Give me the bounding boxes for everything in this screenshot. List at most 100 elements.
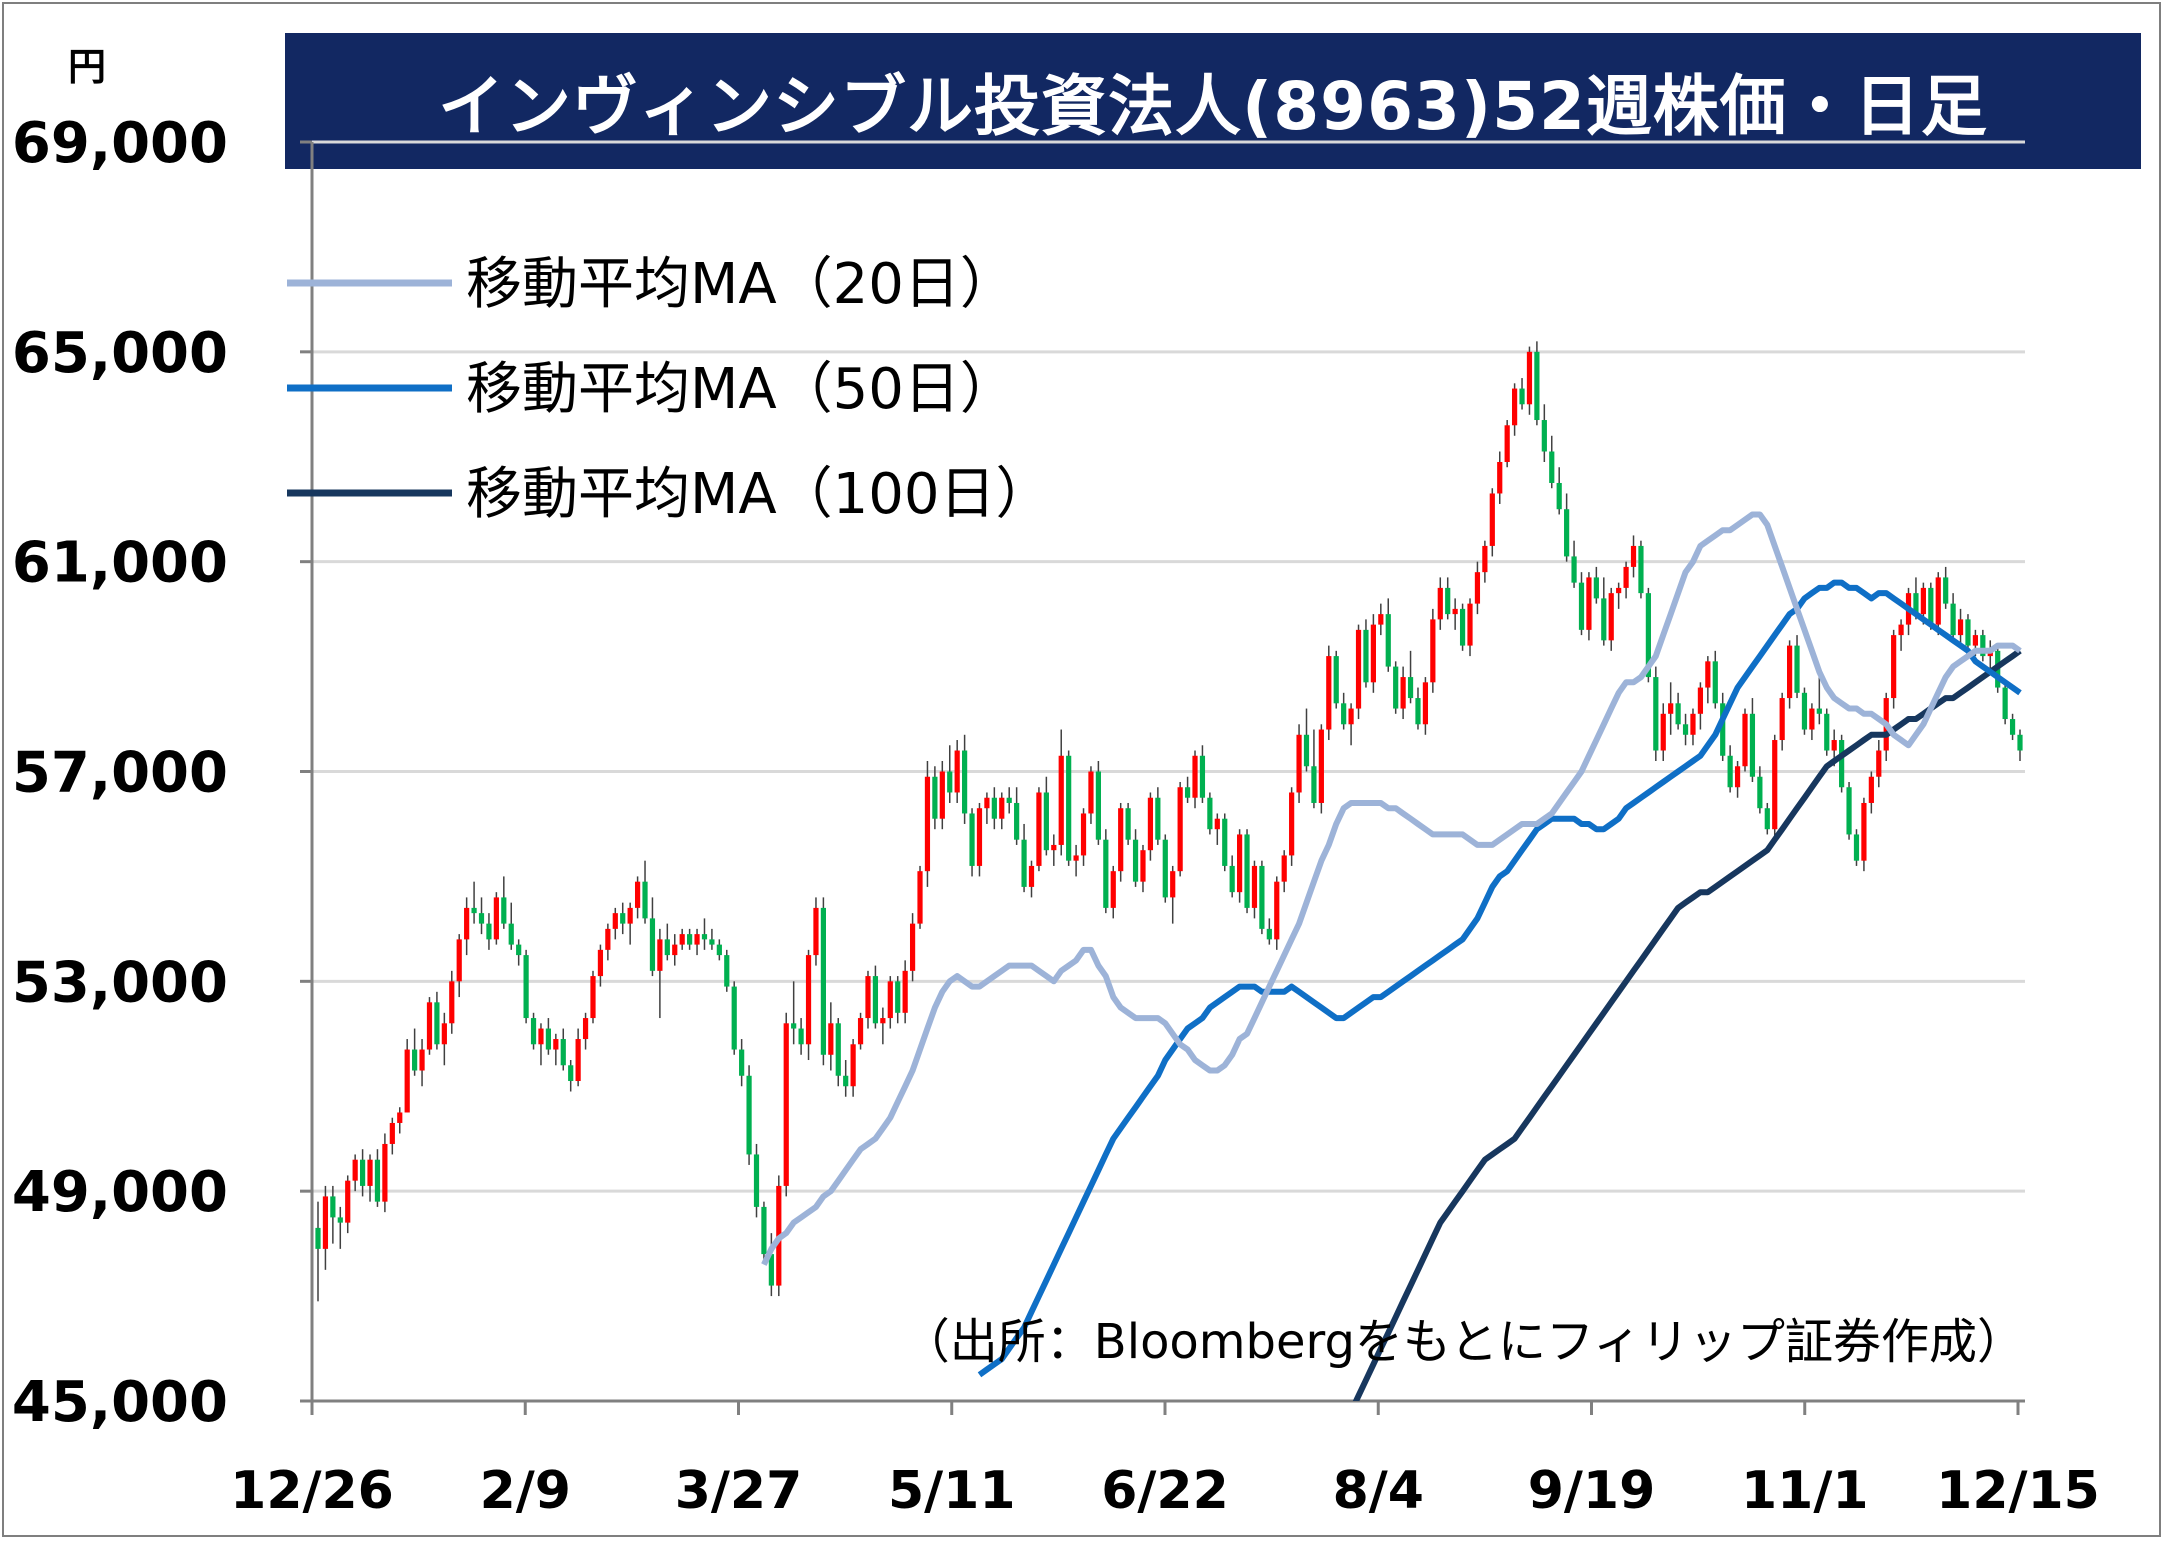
candle-down [1794,645,1800,693]
candle-up [1080,813,1087,856]
candle-down [1839,740,1845,788]
candle-down [1363,629,1369,683]
candle-down [560,1039,566,1066]
candle-down [1913,593,1919,615]
candle-down [1571,556,1577,583]
candle-up [1318,729,1324,803]
candle-up [902,970,908,1013]
candle-up [582,1018,589,1040]
candle-down [1720,703,1726,756]
candle-up [1957,619,1964,636]
source-note: （出所：Bloombergをもとにフィリップ証券作成） [902,1314,2025,1370]
candle-up [939,771,945,819]
candle-down [530,1018,537,1045]
candle-down [359,1159,366,1186]
candle-up [1868,776,1874,803]
candle-up [397,1112,403,1123]
candle-up [1400,677,1406,709]
candle-up [1616,587,1622,594]
y-unit-label: 円 [68,45,106,89]
candle-up [1668,703,1674,714]
candle-up [352,1159,358,1181]
legend-label-ma50: 移動平均MA（50日） [466,357,1016,422]
candle-down [434,1002,440,1045]
candle-down [315,1227,321,1249]
candle-up [1630,545,1637,567]
candle-up [1140,850,1146,882]
candle-down [1712,661,1718,704]
candle-down [739,1049,745,1076]
candle-up [1497,461,1503,494]
y-tick-labels: 45,000 49,000 53,000 57,000 61,000 65,000 69,0… [12,111,228,1435]
candle-down [516,944,522,956]
x-tick-label: 12/15 [1936,1461,2100,1521]
ma-line-ma100 [1352,648,2022,1401]
x-tick-label: 8/4 [1333,1461,1424,1521]
candle-down [1229,865,1235,893]
candle-down [731,986,737,1050]
candle-down [1564,509,1570,557]
candle-down [1675,703,1681,725]
candle-up [694,934,700,945]
candle-down [412,1049,418,1071]
candle-up [1898,624,1904,636]
candle-down [687,934,693,945]
y-tick-label: 57,000 [12,741,228,806]
candle-down [649,918,656,971]
candle-up [917,871,923,924]
candle-down [478,913,485,924]
candle-up [1734,766,1741,788]
candle-up [1237,834,1243,893]
candle-up [627,907,633,924]
candle-up [389,1122,395,1144]
candle-up [1786,645,1793,699]
candle-up [538,1028,544,1045]
candle-down [1459,608,1466,646]
candle-down [1846,787,1852,835]
x-tick-label: 5/11 [888,1461,1016,1521]
candle-up [880,1018,886,1024]
candle-up [597,949,604,977]
candle-up [1831,740,1837,751]
candle-down [1578,582,1585,630]
candle-down [1727,755,1733,788]
candle-up [1296,734,1302,793]
candle-down [932,776,938,819]
x-tick-label: 11/1 [1741,1461,1869,1521]
candle-down [1303,734,1310,767]
candle-down [1043,792,1049,851]
candle-up [984,797,990,809]
candle-down [1638,545,1644,594]
ma-line-ma20 [761,511,2022,1266]
x-tick-label: 9/19 [1528,1461,1656,1521]
candle-up [322,1196,329,1249]
candle-down [947,771,953,793]
candle-down [1853,834,1860,861]
candle-up [1274,881,1280,940]
axes [300,140,2025,1415]
candle-up [1876,750,1882,777]
candle-down [620,913,626,924]
candle-up [1170,871,1176,898]
candle-up [382,1143,388,1202]
candle-up [1772,740,1778,830]
candle-up [1972,635,1979,646]
candle-up [887,981,893,1019]
candle-down [1445,587,1451,615]
candle-up [1920,587,1926,615]
legend-label-ma20: 移動平均MA（20日） [466,252,1016,317]
x-tick-label: 6/22 [1101,1461,1229,1521]
candle-up [865,976,871,1019]
candle-up [850,1044,856,1087]
candle-up [1742,713,1748,767]
candle-down [1749,713,1756,777]
candle-up [404,1049,410,1113]
candle-down [1155,797,1161,840]
candle-down [753,1154,760,1207]
candle-up [924,776,931,872]
candle-up [1474,572,1481,604]
candle-up [1326,656,1332,730]
candle-up [1935,577,1941,625]
candle-down [1950,603,1956,636]
candle-down [1125,808,1131,840]
